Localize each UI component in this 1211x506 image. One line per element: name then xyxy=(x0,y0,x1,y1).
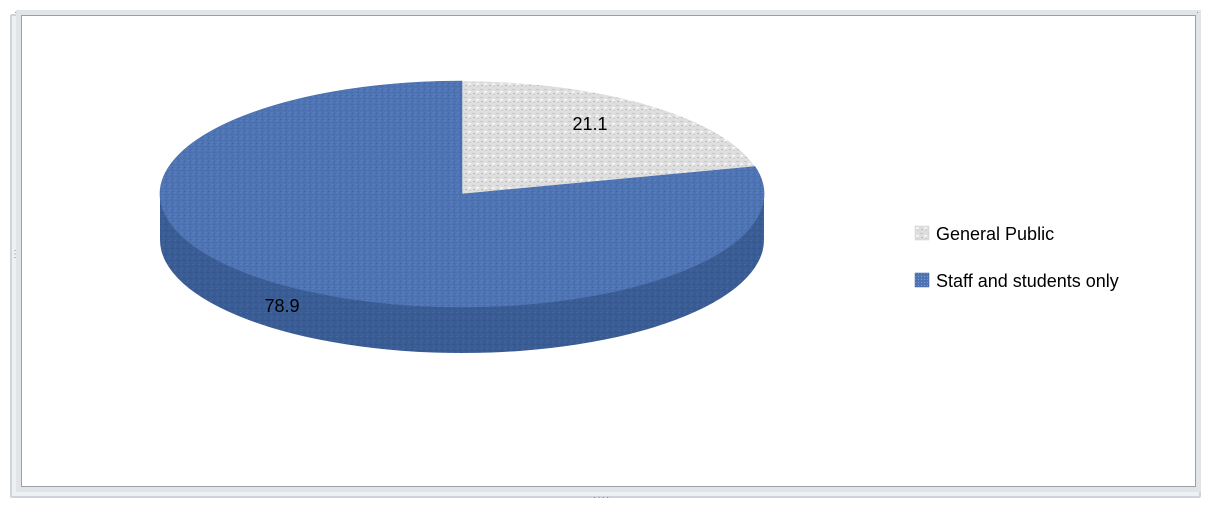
pie-slice-side-staff-and-students-only xyxy=(160,194,764,353)
pie-layer xyxy=(159,80,765,353)
legend-label-general-public: General Public xyxy=(936,224,1054,244)
resize-handle-top-right[interactable]: · xyxy=(1196,7,1201,18)
legend-swatch-staff-and-students-only xyxy=(914,272,930,288)
resize-handle-top-left[interactable]: · xyxy=(14,7,19,18)
data-label-layer: 21.1 78.9 xyxy=(264,114,607,316)
pie-slice-staff-and-students-only xyxy=(159,80,765,308)
data-label-staff-and-students-only: 78.9 xyxy=(264,296,299,316)
legend-label-staff-and-students-only: Staff and students only xyxy=(936,271,1119,291)
legend-swatch-general-public xyxy=(914,225,930,241)
pie-slice-general-public xyxy=(461,80,756,195)
data-label-general-public: 21.1 xyxy=(572,114,607,134)
resize-handle-bottom[interactable]: ···· xyxy=(593,492,611,503)
legend: General Public Staff and students only xyxy=(914,224,1119,291)
resize-handle-left[interactable]: ⋮ xyxy=(10,249,21,260)
